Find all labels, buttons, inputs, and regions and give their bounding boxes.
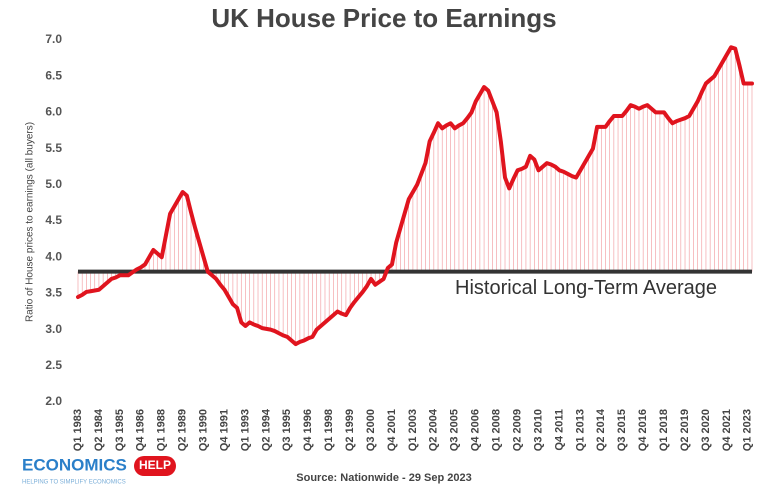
x-tick-label: Q3 2015 [616, 409, 628, 451]
x-tick-label: Q1 2008 [491, 409, 503, 451]
x-tick-label: Q2 1999 [344, 409, 356, 451]
logo-name: ECONOMICS [22, 455, 127, 474]
y-tick-label: 6.0 [45, 105, 62, 119]
x-tick-label: Q3 1990 [197, 409, 209, 451]
y-tick-label: 6.5 [45, 68, 62, 82]
x-tick-label: Q3 1985 [114, 409, 126, 451]
x-tick-label: Q2 2004 [428, 408, 440, 451]
data-line [76, 45, 754, 347]
x-tick-label: Q4 2021 [721, 409, 733, 451]
x-tick-label: Q4 1996 [302, 409, 314, 451]
x-tick-label: Q3 1995 [281, 409, 293, 451]
y-tick-label: 5.5 [45, 141, 62, 155]
y-tick-label: 7.0 [45, 32, 62, 46]
y-tick-label: 3.5 [45, 286, 62, 300]
y-tick-label: 4.0 [45, 249, 62, 263]
y-axis-label: Ratio of House prices to earnings (all b… [25, 122, 36, 322]
x-tick-label: Q3 2020 [700, 409, 712, 451]
logo: ECONOMICS HELP HELPING TO SIMPLIFY ECONO… [22, 455, 176, 486]
annotation: Historical Long-Term Average [455, 277, 717, 299]
x-tick-label: Q2 2009 [511, 409, 523, 451]
x-tick-label: Q3 2010 [532, 409, 544, 451]
y-tick-label: 2.0 [45, 394, 62, 408]
x-tick-label: Q4 2016 [637, 409, 649, 451]
x-tick-label: Q4 2011 [553, 409, 565, 451]
x-tick-label: Q1 2023 [742, 409, 754, 451]
x-tick-label: Q2 2019 [679, 409, 691, 451]
x-tick-label: Q2 1984 [93, 408, 105, 451]
y-tick-label: 2.5 [45, 358, 62, 372]
x-tick-label: Q1 2003 [407, 409, 419, 451]
x-tick-label: Q2 1989 [177, 409, 189, 451]
x-tick-label: Q4 1991 [218, 409, 230, 451]
x-tick-label: Q1 2018 [658, 409, 670, 451]
y-tick-label: 3.0 [45, 322, 62, 336]
chart-title: UK House Price to Earnings [211, 3, 556, 33]
x-tick-label: Q2 2014 [595, 408, 607, 451]
logo-tagline: HELPING TO SIMPLIFY ECONOMICS [22, 480, 126, 486]
logo-badge: HELP [139, 458, 171, 472]
x-tick-label: Q2 1994 [260, 408, 272, 451]
logo-badge-bg [134, 456, 176, 476]
x-tick-label: Q3 2000 [365, 409, 377, 451]
x-tick-label: Q1 1998 [323, 409, 335, 451]
x-tick-label: Q4 2001 [386, 409, 398, 451]
x-tick-label: Q1 1983 [72, 409, 84, 451]
x-tick-label: Q1 1988 [156, 409, 168, 451]
x-tick-label: Q1 1993 [239, 409, 251, 451]
y-tick-label: 4.5 [45, 213, 62, 227]
x-tick-label: Q3 2005 [449, 409, 461, 451]
drop-lines [77, 47, 753, 345]
x-tick-label: Q4 2006 [470, 409, 482, 451]
x-tick-label: Q1 2013 [574, 409, 586, 451]
x-tick-label: Q4 1986 [135, 409, 147, 451]
source: Source: Nationwide - 29 Sep 2023 [296, 472, 471, 484]
y-tick-label: 5.0 [45, 177, 62, 191]
